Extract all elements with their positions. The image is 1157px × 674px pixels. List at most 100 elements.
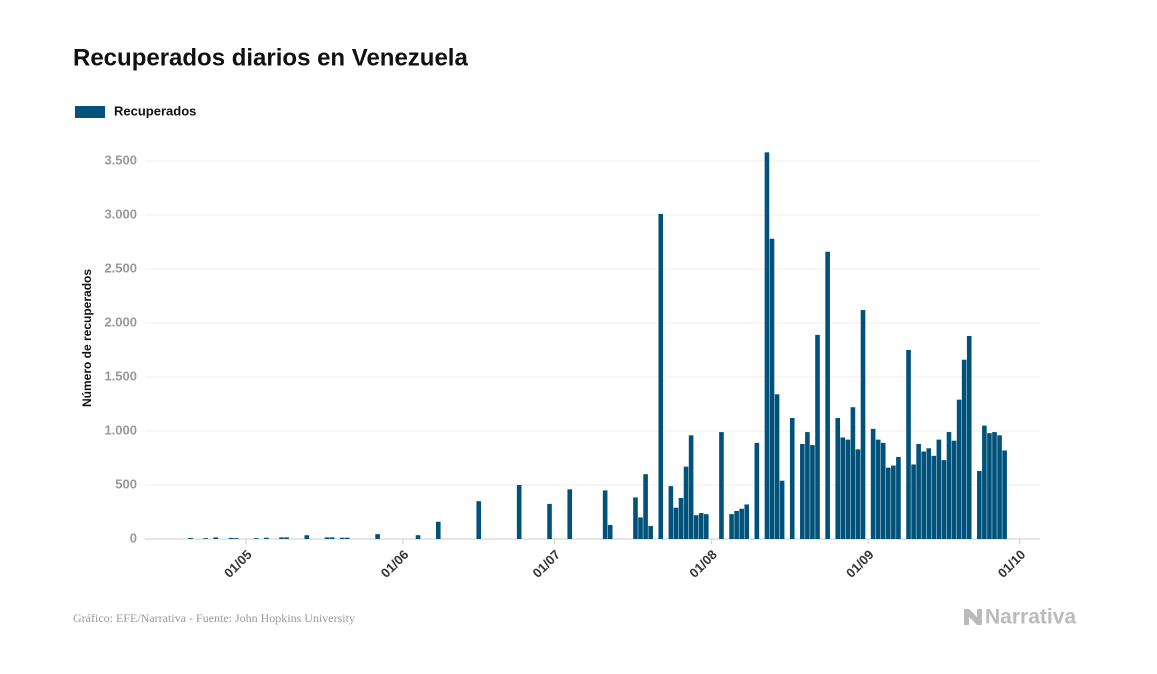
bar — [516, 485, 522, 539]
bar — [825, 251, 830, 539]
bar — [188, 537, 193, 539]
bar — [253, 538, 259, 539]
bar — [668, 486, 674, 539]
bar — [815, 334, 820, 539]
bar — [648, 526, 653, 539]
bar — [951, 440, 957, 539]
bar — [875, 439, 881, 539]
bar — [698, 513, 704, 539]
bar — [693, 515, 699, 539]
bar — [279, 537, 284, 539]
bar — [744, 504, 750, 539]
y-tick-label: 2.000 — [104, 314, 137, 329]
bar — [228, 537, 234, 539]
bar — [1002, 450, 1007, 539]
bar — [921, 451, 927, 539]
x-tick-label: 01/05 — [221, 547, 255, 581]
bar — [936, 439, 942, 539]
bar — [987, 433, 992, 539]
bar — [906, 350, 911, 539]
bar — [329, 537, 335, 539]
bar — [966, 335, 972, 539]
legend-swatch — [75, 106, 105, 118]
y-tick-label: 500 — [115, 476, 137, 491]
bar — [643, 474, 648, 539]
bar — [764, 152, 770, 540]
bar — [602, 490, 608, 539]
bar — [931, 455, 937, 539]
bar — [779, 480, 785, 539]
bar — [264, 537, 269, 539]
bar — [607, 524, 613, 539]
bar — [375, 534, 380, 539]
bar — [911, 464, 916, 539]
bar — [734, 510, 739, 539]
bar — [344, 537, 350, 539]
bar — [926, 448, 932, 539]
x-tick-label: 01/08 — [686, 547, 720, 581]
bar — [982, 425, 987, 539]
bar — [729, 514, 734, 539]
legend-label: Recuperados — [114, 103, 196, 118]
bar — [774, 394, 780, 539]
bar — [860, 310, 866, 539]
bar — [688, 435, 694, 539]
bar — [324, 537, 330, 539]
y-tick-label: 3.000 — [104, 206, 137, 221]
y-tick-label: 1.000 — [104, 422, 137, 437]
bar — [678, 497, 684, 539]
bar — [946, 432, 952, 539]
bar — [233, 538, 239, 539]
bar — [284, 537, 289, 539]
y-tick-label: 1.500 — [104, 368, 137, 383]
bar — [870, 428, 876, 539]
bar — [961, 359, 967, 539]
bar — [880, 442, 886, 539]
x-tick-label: 01/06 — [378, 547, 412, 581]
y-tick-label: 3.500 — [104, 152, 137, 167]
bar — [476, 501, 482, 539]
bar — [810, 445, 815, 539]
bar — [638, 517, 643, 539]
bar — [739, 508, 744, 539]
bar — [673, 507, 679, 539]
bar — [567, 489, 573, 539]
bar — [658, 213, 664, 540]
bar — [916, 443, 921, 539]
source: Gráfico: EFE/Narrativa - Fuente: John Ho… — [73, 611, 355, 625]
bar — [769, 238, 775, 539]
bar — [703, 514, 709, 539]
bar — [547, 503, 552, 539]
logo-icon — [964, 609, 982, 625]
bar — [789, 418, 795, 539]
bar — [203, 538, 208, 539]
bar — [855, 449, 861, 539]
brand: Narrativa — [985, 606, 1076, 629]
y-tick-label: 0 — [130, 530, 137, 545]
bar — [891, 465, 896, 539]
bar — [339, 537, 345, 539]
y-axis-label: Número de recuperados — [80, 269, 94, 407]
bar — [997, 435, 1002, 539]
bar — [977, 470, 982, 539]
x-tick-label: 01/09 — [843, 547, 877, 581]
bar — [719, 432, 724, 539]
bar — [633, 497, 638, 539]
x-tick-label: 01/07 — [530, 547, 564, 581]
bar — [886, 467, 891, 539]
bar — [435, 521, 441, 539]
bar — [805, 432, 810, 539]
bar — [683, 466, 689, 539]
bar — [415, 535, 421, 539]
bar — [840, 437, 846, 539]
bar — [835, 418, 841, 539]
x-tick-label: 01/10 — [995, 547, 1029, 581]
bar — [304, 535, 310, 539]
bar — [845, 439, 851, 539]
bar — [800, 443, 805, 539]
chart-title: Recuperados diarios en Venezuela — [73, 44, 468, 71]
bar — [850, 407, 856, 539]
y-tick-label: 2.500 — [104, 260, 137, 275]
